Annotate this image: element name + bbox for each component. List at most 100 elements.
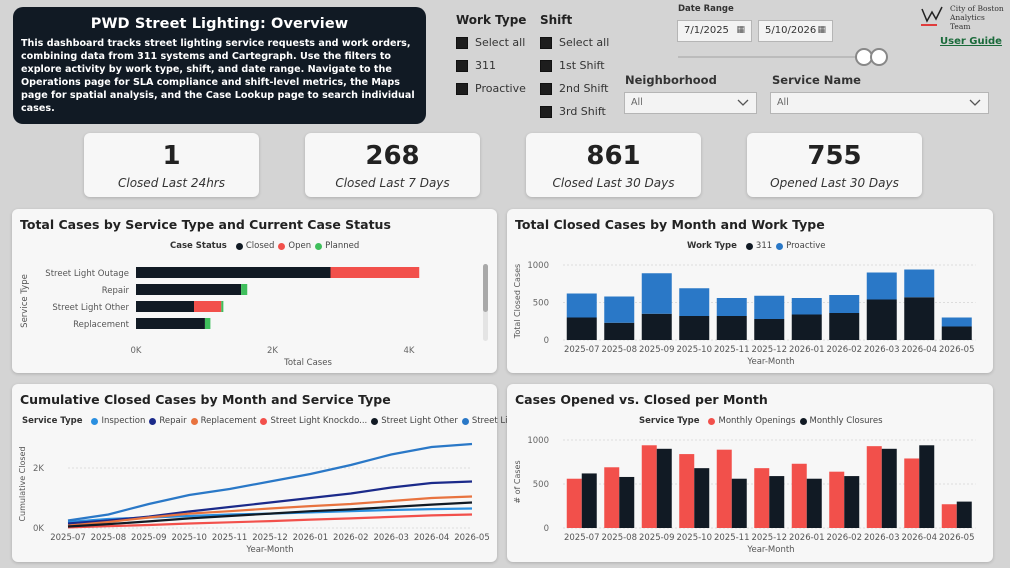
category-label: Street Light Outage	[45, 269, 129, 279]
bar	[619, 476, 635, 528]
page-title: PWD Street Lighting: Overview	[90, 16, 349, 32]
bar	[904, 458, 920, 528]
category-label: Street Light Other	[52, 303, 129, 313]
logo-underline	[921, 24, 937, 26]
page-description: This dashboard tracks street lighting se…	[21, 38, 415, 114]
bar	[941, 317, 972, 327]
tick-label: 0K	[131, 346, 142, 356]
series-line	[67, 495, 473, 527]
bar-segment	[204, 318, 211, 329]
chart-title: Total Cases by Service Type and Current …	[20, 217, 391, 232]
legend-dot	[190, 417, 198, 425]
bar	[656, 448, 672, 528]
service-name-dropdown[interactable]: All	[770, 92, 989, 114]
calendar-icon[interactable]: ▦	[736, 25, 745, 35]
axis-label: Year-Month	[746, 545, 794, 555]
tick-label: 1000	[527, 436, 549, 446]
bar	[604, 467, 620, 528]
shift-option-3rd[interactable]: 3rd Shift	[540, 105, 606, 118]
bar	[566, 293, 597, 318]
shift-option-1st[interactable]: 1st Shift	[540, 59, 605, 72]
checkbox-icon	[540, 59, 552, 72]
date-end-input[interactable]: 5/10/2026 ▦	[758, 20, 833, 42]
scrollbar-track[interactable]	[483, 264, 488, 341]
tick-label: 2025-09	[639, 533, 675, 543]
legend-dot	[278, 242, 286, 250]
bar	[604, 296, 635, 323]
legend-dot	[91, 417, 99, 425]
tick-label: 4K	[404, 346, 415, 356]
city-logo-icon	[921, 6, 943, 23]
bar	[844, 476, 860, 528]
neighborhood-dropdown[interactable]: All	[624, 92, 757, 114]
tick-label: 2026-02	[333, 533, 369, 543]
axis-label: Service Type	[20, 274, 30, 328]
bar	[806, 478, 822, 528]
bar	[641, 273, 672, 314]
checkbox-icon	[456, 36, 468, 49]
bar	[919, 445, 935, 528]
bar	[754, 468, 770, 528]
tick-label: 2025-08	[91, 533, 127, 543]
tick-label: 0K	[33, 524, 44, 534]
tick-label: 2026-01	[789, 345, 825, 355]
tick-label: 2025-08	[601, 533, 637, 543]
date-start-input[interactable]: 7/1/2025 ▦	[677, 20, 752, 42]
legend-dot	[708, 417, 716, 425]
tick-label: 2026-01	[293, 533, 329, 543]
tick-label: 2026-04	[901, 345, 937, 355]
tick-label: 2026-03	[373, 533, 409, 543]
kpi-value: 268	[365, 141, 420, 171]
work-type-option-select-all[interactable]: Select all	[456, 36, 525, 49]
tick-label: 500	[533, 480, 549, 490]
date-slider-track[interactable]	[678, 56, 883, 58]
header-box: PWD Street Lighting: Overview This dashb…	[13, 7, 426, 124]
tick-label: 2026-05	[939, 345, 975, 355]
bar	[791, 298, 822, 315]
tick-label: 2026-01	[789, 533, 825, 543]
kpi-value: 755	[807, 141, 862, 171]
bar	[769, 476, 785, 528]
category-label: Replacement	[73, 320, 130, 330]
tick-label: 2025-11	[714, 533, 750, 543]
checkbox-icon	[456, 82, 468, 95]
work-type-option-proactive[interactable]: Proactive	[456, 82, 526, 95]
kpi-closed-24hrs: 1 Closed Last 24hrs	[84, 133, 259, 197]
tick-label: 2026-03	[864, 345, 900, 355]
user-guide-link[interactable]: User Guide	[940, 36, 1002, 47]
work-type-option-311[interactable]: 311	[456, 59, 496, 72]
tick-label: 0	[544, 524, 549, 534]
tick-label: 2025-09	[131, 533, 167, 543]
tick-label: 2026-05	[454, 533, 490, 543]
bar	[679, 316, 710, 340]
bar	[956, 501, 972, 528]
chart-card-status: Total Cases by Service Type and Current …	[12, 209, 497, 373]
calendar-icon[interactable]: ▦	[817, 25, 826, 35]
tick-label: 2025-11	[212, 533, 248, 543]
kpi-label: Opened Last 30 Days	[770, 176, 899, 190]
chart-card-closed-month: Total Closed Cases by Month and Work Typ…	[507, 209, 993, 373]
axis-label: Total Cases	[283, 358, 332, 368]
tick-label: 2026-05	[939, 533, 975, 543]
service-name-label: Service Name	[772, 73, 861, 87]
bar	[754, 319, 785, 340]
tick-label: 2025-12	[751, 345, 787, 355]
kpi-label: Closed Last 24hrs	[118, 176, 225, 190]
chart-title: Cumulative Closed Cases by Month and Ser…	[20, 392, 391, 407]
bar	[866, 299, 897, 340]
scrollbar-thumb[interactable]	[483, 264, 488, 312]
bar	[881, 448, 897, 528]
bar	[716, 316, 747, 340]
date-slider-handle-end[interactable]	[870, 48, 888, 66]
cumulative-chart[interactable]: 0K 2K 2025-07 2025-08 2025-09 2025-10 2025-11 2…	[12, 384, 497, 562]
bar	[641, 445, 657, 528]
bar	[566, 478, 582, 528]
legend-dot	[235, 242, 243, 250]
tick-label: 500	[533, 299, 549, 309]
status-chart[interactable]: Street Light Outage Repair Street Light Ot…	[12, 209, 497, 373]
shift-option-2nd[interactable]: 2nd Shift	[540, 82, 608, 95]
shift-option-select-all[interactable]: Select all	[540, 36, 609, 49]
tick-label: 2025-10	[676, 345, 712, 355]
